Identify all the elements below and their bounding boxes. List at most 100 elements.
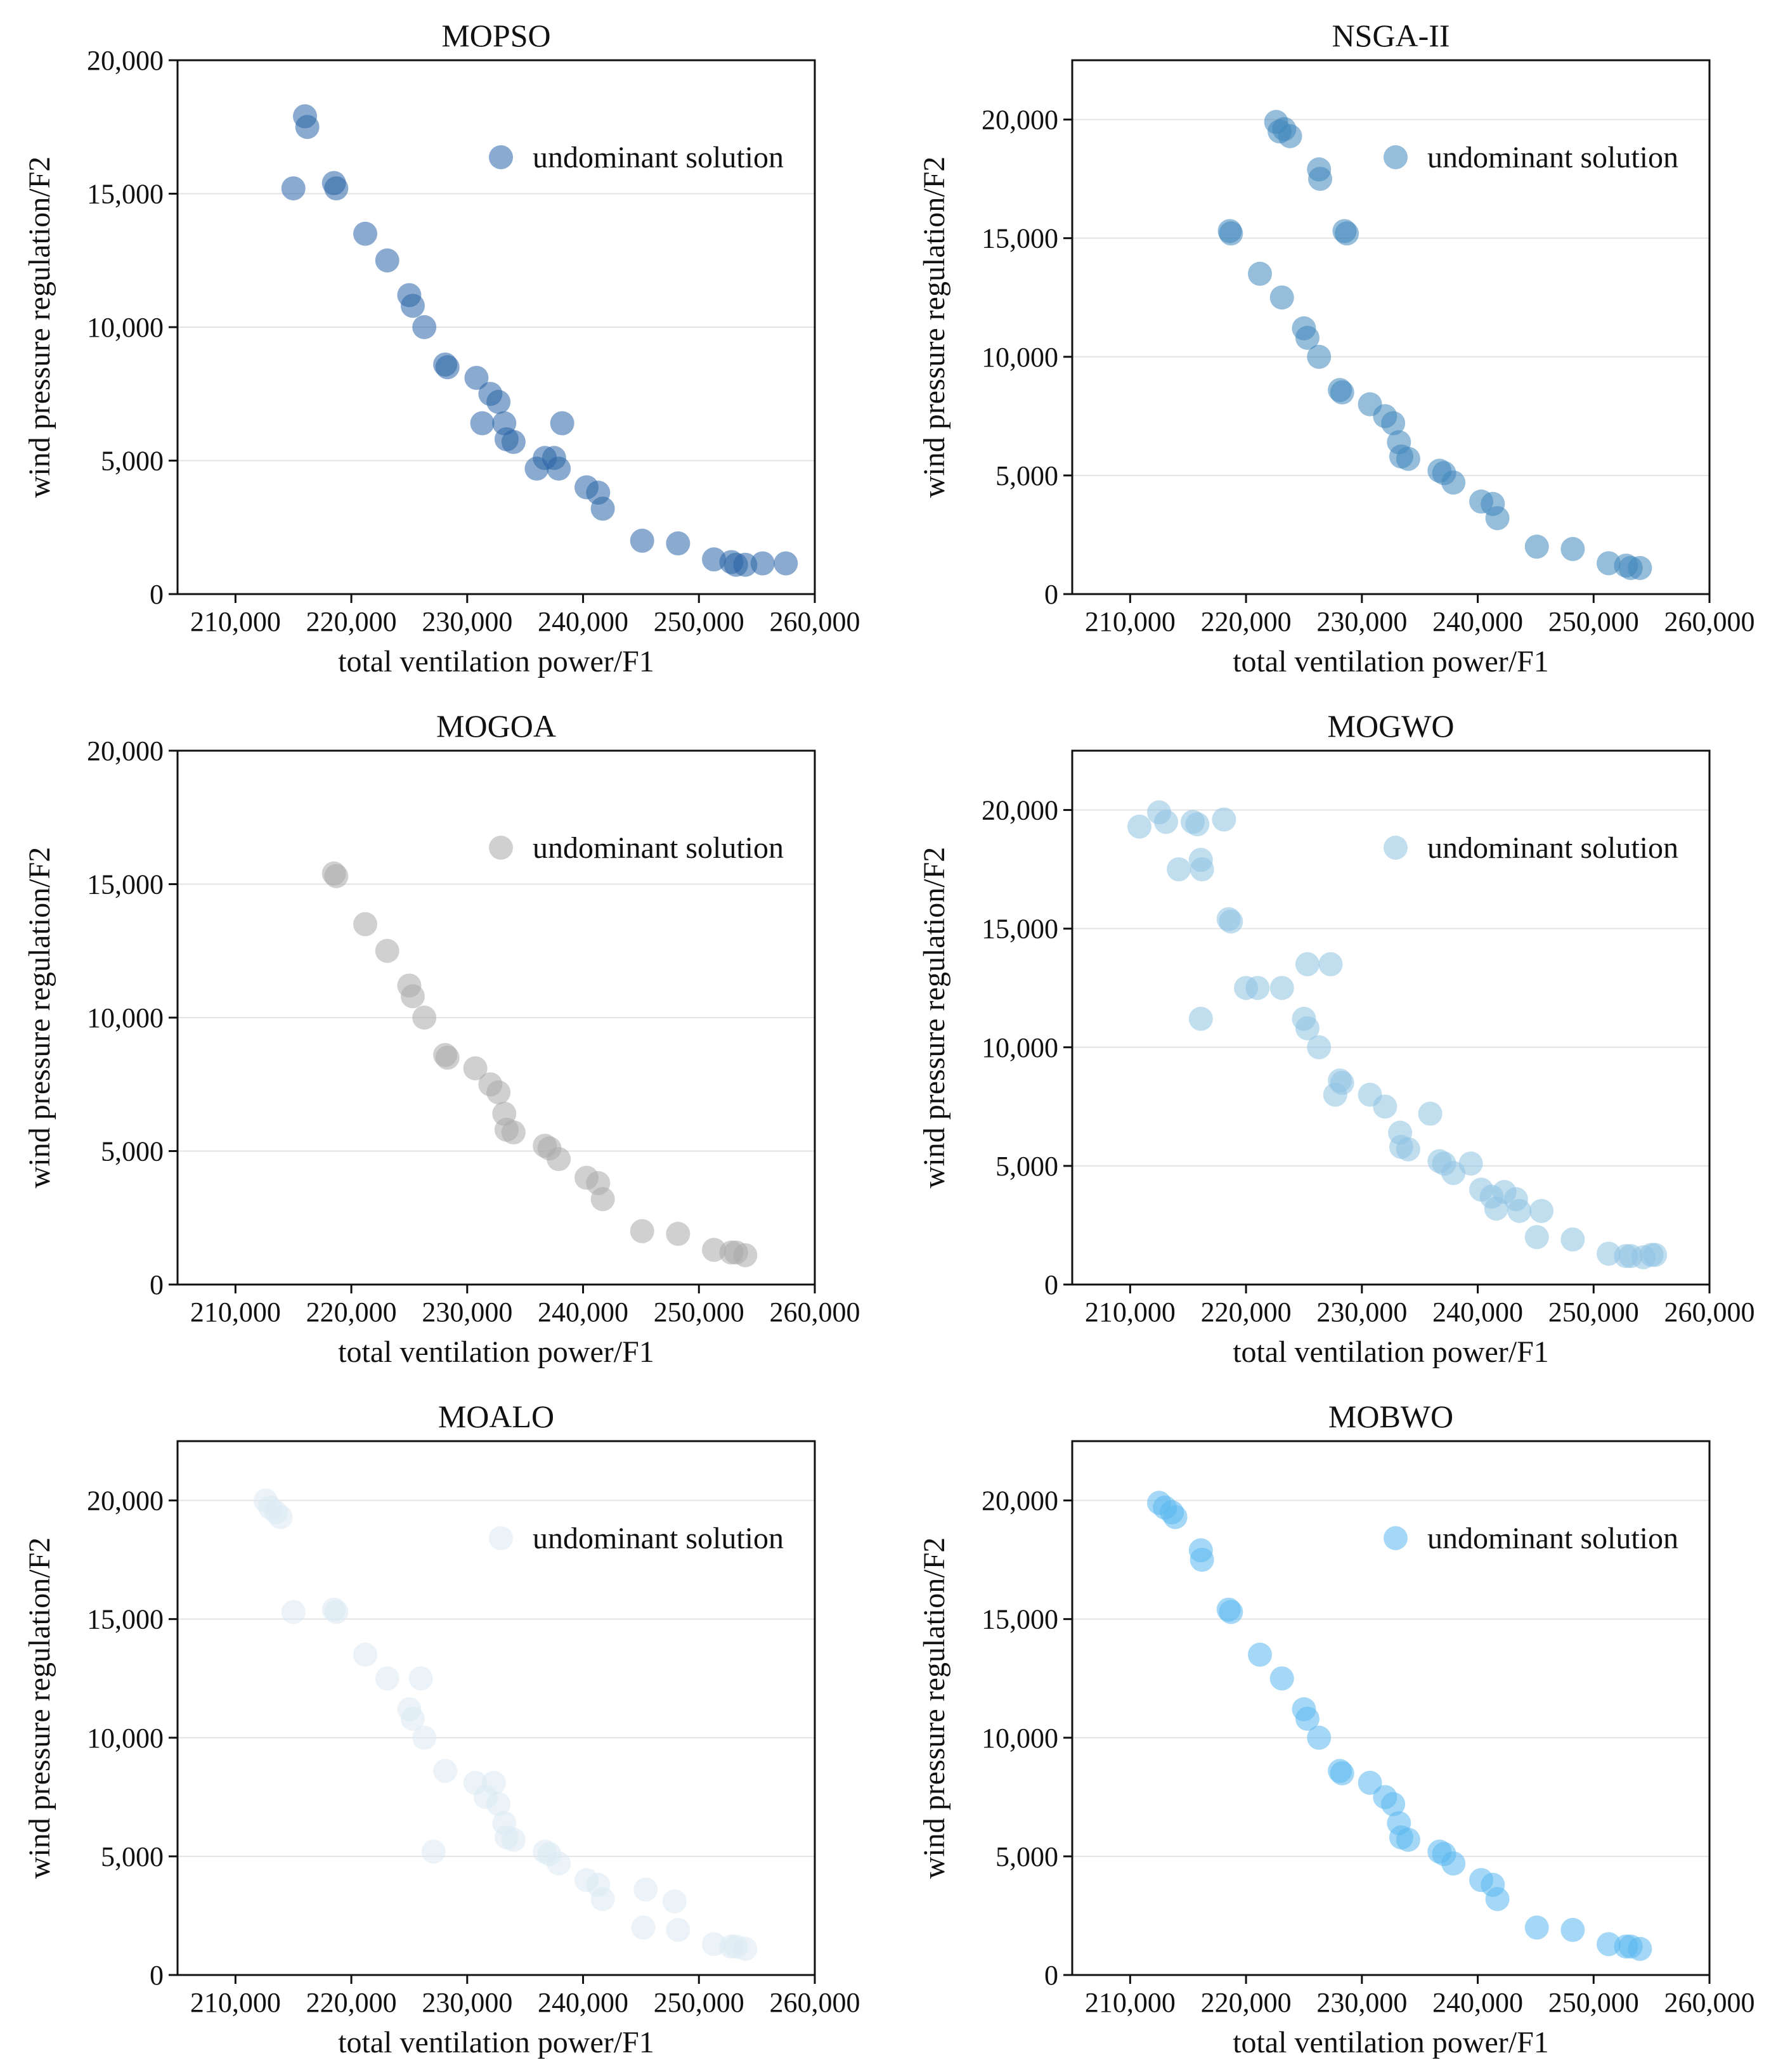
data-point bbox=[666, 1222, 691, 1246]
data-point bbox=[666, 531, 691, 556]
data-point bbox=[547, 1851, 571, 1876]
data-point bbox=[412, 1006, 437, 1030]
data-point bbox=[1295, 1016, 1320, 1040]
plot-frame bbox=[1071, 59, 1711, 595]
data-point bbox=[400, 1706, 425, 1731]
chart-panel-mopso: 210,000 220,000 230,000 240,000 250,000 260,0… bbox=[0, 0, 895, 690]
chart-title: MOBWO bbox=[1328, 1399, 1453, 1434]
x-tick-label: 230,000 bbox=[422, 1987, 512, 2018]
x-tick-label: 210,000 bbox=[190, 1297, 281, 1328]
y-tick-label: 5,000 bbox=[996, 1841, 1058, 1872]
data-point bbox=[1163, 1505, 1188, 1529]
legend-marker bbox=[489, 145, 513, 169]
data-point bbox=[486, 389, 511, 414]
legend-marker bbox=[1384, 145, 1408, 169]
data-point bbox=[1560, 536, 1585, 561]
y-tick-label: 20,000 bbox=[982, 795, 1058, 826]
x-tick-label: 230,000 bbox=[1316, 606, 1407, 637]
y-tick-label: 10,000 bbox=[982, 342, 1058, 373]
chart-title: MOPSO bbox=[441, 18, 550, 53]
chart-title: MOGWO bbox=[1328, 708, 1455, 744]
y-axis-label: wind pressure regulation/F2 bbox=[918, 1538, 951, 1879]
y-axis-label: wind pressure regulation/F2 bbox=[918, 157, 951, 498]
data-point bbox=[1485, 506, 1510, 531]
y-tick-label: 10,000 bbox=[87, 1002, 164, 1033]
data-point bbox=[464, 365, 489, 390]
x-axis-label: total ventilation power/F1 bbox=[1233, 1335, 1549, 1369]
data-point bbox=[1485, 1887, 1510, 1912]
data-point bbox=[408, 1666, 433, 1691]
data-point bbox=[1524, 1915, 1549, 1940]
x-tick-label: 210,000 bbox=[190, 606, 281, 637]
y-tick-label: 20,000 bbox=[87, 1486, 164, 1517]
x-tick-label: 210,000 bbox=[1085, 1297, 1176, 1328]
x-tick-label: 260,000 bbox=[1664, 1297, 1755, 1328]
x-tick-label: 250,000 bbox=[1548, 606, 1639, 637]
data-point bbox=[1269, 976, 1294, 1000]
x-tick-label: 240,000 bbox=[538, 1987, 628, 2018]
data-point bbox=[1396, 446, 1420, 471]
data-point bbox=[1295, 952, 1320, 976]
x-tick-label: 210,000 bbox=[1085, 606, 1176, 637]
data-point bbox=[547, 456, 571, 481]
legend-label: undominant solution bbox=[1427, 141, 1678, 174]
data-point bbox=[1269, 285, 1294, 310]
chart-panel-moalo: 210,000 220,000 230,000 240,000 250,000 260,0… bbox=[0, 1381, 895, 2071]
data-point bbox=[268, 1505, 293, 1529]
data-point bbox=[1307, 1035, 1332, 1059]
x-tick-label: 240,000 bbox=[1432, 606, 1523, 637]
legend-marker bbox=[489, 1526, 513, 1550]
chart-panel-nsga-ii: 210,000 220,000 230,000 240,000 250,000 260,0… bbox=[895, 0, 1789, 690]
y-tick-label: 0 bbox=[1044, 579, 1058, 610]
x-axis-label: total ventilation power/F1 bbox=[338, 2026, 654, 2059]
x-tick-label: 250,000 bbox=[654, 1987, 744, 2018]
data-point bbox=[1396, 1137, 1420, 1162]
data-point bbox=[1278, 124, 1302, 148]
x-tick-label: 230,000 bbox=[422, 606, 512, 637]
data-point bbox=[1628, 1936, 1652, 1961]
y-tick-label: 20,000 bbox=[982, 1486, 1058, 1517]
x-tick-label: 230,000 bbox=[422, 1297, 512, 1328]
x-tick-label: 230,000 bbox=[1316, 1987, 1407, 2018]
data-point bbox=[324, 1600, 349, 1624]
data-point bbox=[1381, 1792, 1406, 1816]
data-point bbox=[590, 496, 615, 521]
data-point bbox=[630, 1219, 654, 1243]
data-point bbox=[324, 864, 349, 888]
x-tick-label: 220,000 bbox=[306, 1987, 397, 2018]
x-tick-label: 220,000 bbox=[1201, 606, 1292, 637]
y-tick-label: 10,000 bbox=[87, 1723, 164, 1754]
y-tick-label: 20,000 bbox=[982, 105, 1058, 136]
data-point bbox=[1418, 1101, 1443, 1126]
data-point bbox=[1245, 976, 1270, 1000]
data-point bbox=[412, 315, 437, 339]
data-point bbox=[1524, 534, 1549, 559]
y-tick-label: 0 bbox=[150, 1960, 164, 1991]
data-point bbox=[470, 411, 495, 436]
data-point bbox=[662, 1889, 687, 1913]
data-point bbox=[1219, 909, 1243, 934]
data-point bbox=[633, 1877, 658, 1902]
y-tick-label: 15,000 bbox=[87, 1604, 164, 1635]
data-point bbox=[1643, 1243, 1668, 1267]
data-point bbox=[1248, 1642, 1273, 1667]
x-axis-label: total ventilation power/F1 bbox=[1233, 2026, 1549, 2059]
data-point bbox=[353, 221, 378, 246]
data-point bbox=[750, 551, 775, 576]
data-point bbox=[1188, 1006, 1213, 1031]
y-tick-label: 10,000 bbox=[87, 312, 164, 343]
x-tick-label: 240,000 bbox=[1432, 1297, 1523, 1328]
legend-label: undominant solution bbox=[1427, 831, 1678, 865]
y-tick-label: 5,000 bbox=[101, 1841, 164, 1872]
data-point bbox=[666, 1917, 691, 1942]
data-point bbox=[1308, 167, 1333, 191]
data-point bbox=[375, 938, 399, 963]
x-tick-label: 260,000 bbox=[1664, 606, 1755, 637]
data-point bbox=[1212, 807, 1236, 832]
data-point bbox=[1295, 325, 1320, 350]
data-point bbox=[412, 1725, 437, 1750]
data-point bbox=[1307, 1725, 1332, 1750]
x-tick-label: 250,000 bbox=[1548, 1297, 1639, 1328]
x-axis-label: total ventilation power/F1 bbox=[1233, 645, 1549, 678]
data-point bbox=[1441, 470, 1466, 495]
